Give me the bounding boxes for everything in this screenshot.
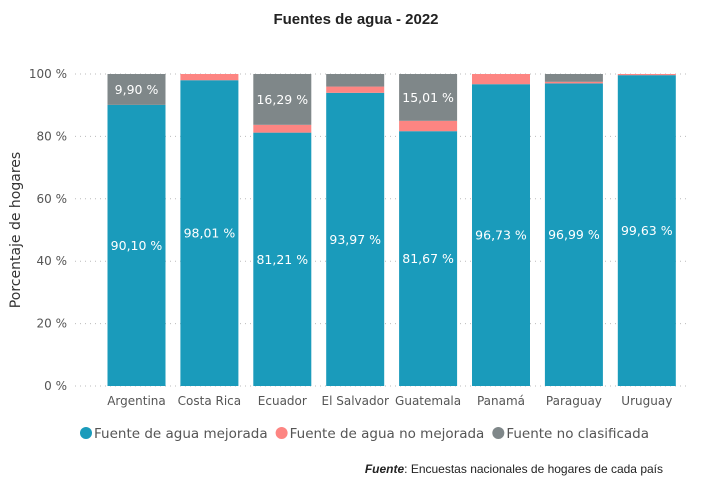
bar-segment bbox=[617, 75, 676, 386]
y-tick-label: 0 % bbox=[44, 379, 67, 393]
y-tick-label: 80 % bbox=[37, 129, 68, 143]
data-label: 96,73 % bbox=[475, 228, 527, 243]
bar-segment bbox=[544, 81, 603, 84]
legend-label: Fuente de agua mejorada bbox=[94, 426, 268, 442]
bar-segment bbox=[399, 120, 458, 132]
y-tick-label: 20 % bbox=[37, 317, 68, 331]
x-tick-label: Ecuador bbox=[258, 394, 307, 408]
bar-segment bbox=[180, 74, 239, 81]
bar-segment bbox=[107, 104, 166, 386]
y-tick-label: 100 % bbox=[29, 67, 67, 81]
bar-segment bbox=[180, 80, 239, 386]
x-tick-label: Uruguay bbox=[621, 394, 672, 408]
bar-segment bbox=[472, 84, 530, 387]
data-label: 96,99 % bbox=[548, 227, 600, 242]
bar-segment bbox=[253, 132, 312, 386]
bar-segment bbox=[326, 92, 385, 386]
bar-segment bbox=[253, 74, 312, 125]
bar-segment bbox=[253, 124, 312, 133]
data-label: 9,90 % bbox=[115, 82, 159, 97]
bar-segment bbox=[107, 74, 166, 105]
data-label: 16,29 % bbox=[256, 92, 308, 107]
bar-segment bbox=[326, 86, 385, 93]
bar-segment bbox=[544, 74, 603, 82]
bar-segment bbox=[326, 74, 385, 87]
y-axis-label: Porcentaje de hogares bbox=[8, 152, 24, 308]
data-label: 99,63 % bbox=[621, 223, 673, 238]
data-label: 90,10 % bbox=[111, 238, 163, 253]
data-label: 93,97 % bbox=[329, 232, 381, 247]
legend-marker bbox=[80, 427, 92, 439]
data-label: 81,67 % bbox=[402, 251, 454, 266]
data-label: 81,21 % bbox=[256, 252, 308, 267]
legend-label: Fuente no clasificada bbox=[506, 426, 649, 442]
y-tick-label: 40 % bbox=[37, 254, 68, 268]
bar-segment bbox=[399, 74, 458, 121]
legend-label: Fuente de agua no mejorada bbox=[290, 426, 485, 442]
x-tick-label: Panamá bbox=[477, 394, 525, 408]
bar-segment bbox=[399, 131, 458, 386]
bar-segment bbox=[544, 83, 603, 386]
source-note: Fuente: Encuestas nacionales de hogares … bbox=[365, 462, 663, 476]
x-tick-label: Paraguay bbox=[546, 394, 602, 408]
data-label: 15,01 % bbox=[402, 90, 454, 105]
legend-marker bbox=[492, 427, 505, 439]
bar-segment bbox=[472, 74, 530, 85]
source-label: Fuente bbox=[365, 462, 405, 476]
y-tick-label: 60 % bbox=[37, 192, 68, 206]
data-label: 98,01 % bbox=[184, 226, 236, 241]
legend-marker bbox=[275, 427, 288, 439]
x-tick-label: Argentina bbox=[107, 394, 166, 408]
bar-segment bbox=[617, 74, 676, 76]
x-tick-label: Guatemala bbox=[395, 394, 461, 408]
source-text: : Encuestas nacionales de hogares de cad… bbox=[404, 462, 663, 476]
x-tick-label: El Salvador bbox=[322, 394, 389, 408]
chart-title: Fuentes de agua - 2022 bbox=[273, 11, 438, 28]
x-tick-label: Costa Rica bbox=[178, 394, 241, 408]
